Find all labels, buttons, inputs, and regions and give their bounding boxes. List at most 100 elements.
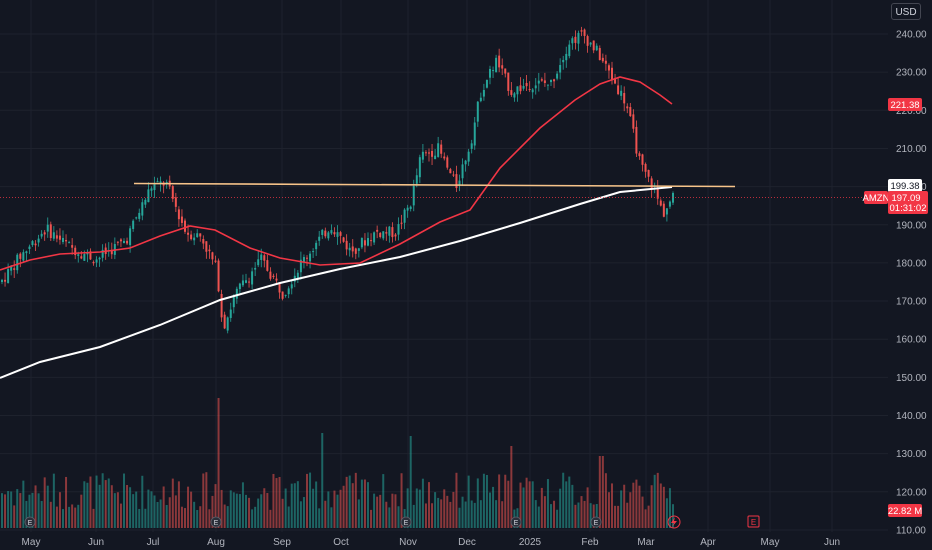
volume-bar: [461, 496, 464, 528]
volume-bar: [119, 503, 122, 528]
candle: [559, 65, 562, 73]
candle: [644, 163, 647, 172]
candle: [586, 36, 589, 46]
candle: [10, 266, 13, 271]
volume-bar: [31, 492, 34, 528]
candle: [119, 239, 122, 242]
candle: [287, 288, 290, 295]
volume-bar: [171, 478, 174, 528]
volume-bar: [363, 479, 366, 528]
earnings-marker[interactable]: [24, 516, 36, 528]
volume-bar: [83, 481, 86, 528]
volume-bar: [437, 497, 440, 528]
candle: [635, 126, 638, 154]
volume-bar: [68, 506, 71, 528]
volume-bar: [501, 501, 504, 528]
earnings-marker[interactable]: [590, 516, 602, 528]
candle: [482, 90, 485, 97]
earnings-upcoming-icon[interactable]: E: [747, 515, 760, 528]
candle: [226, 317, 229, 331]
candle: [302, 257, 305, 262]
earnings-marker-label: E: [514, 520, 519, 527]
volume-bar: [638, 485, 641, 528]
volume-bar: [632, 482, 635, 528]
volume-bar: [537, 506, 540, 528]
time-axis[interactable]: May Jun Jul Aug Sep Oct Nov Dec 2025 Feb Mar Apr May…: [22, 537, 841, 548]
volume-bar: [565, 481, 568, 528]
volume-bar: [16, 489, 19, 528]
volume-bar: [150, 491, 153, 528]
volume-bar: [74, 507, 77, 528]
candle: [449, 169, 452, 174]
volume-bar: [86, 482, 89, 528]
candle: [92, 261, 95, 264]
lightning-icon[interactable]: [667, 515, 681, 529]
candle: [83, 254, 86, 261]
volume-bar: [144, 508, 147, 528]
candle: [620, 90, 623, 96]
candle: [275, 278, 278, 281]
volume-bar: [379, 494, 382, 528]
volume-bar: [644, 509, 647, 528]
volume-bar: [546, 479, 549, 528]
candle: [519, 85, 522, 92]
volume-bar: [540, 487, 543, 528]
candle: [123, 240, 125, 244]
candle: [132, 220, 135, 229]
candle: [19, 253, 22, 259]
candle: [476, 101, 479, 122]
earnings-marker[interactable]: [400, 516, 412, 528]
candle: [461, 164, 464, 179]
volume-bar: [287, 506, 290, 528]
volume-bar: [159, 499, 162, 528]
volume-bar: [123, 473, 125, 528]
volume-bar: [351, 483, 354, 528]
volume-bar: [580, 496, 583, 528]
earnings-marker[interactable]: [210, 516, 222, 528]
volume-bar: [473, 502, 476, 528]
candle: [110, 250, 113, 255]
volume-bar: [626, 502, 629, 528]
candle: [7, 269, 10, 284]
candle: [144, 199, 147, 205]
candle: [241, 280, 244, 286]
volume-bar: [665, 498, 668, 528]
price-tick: 130.00: [896, 449, 927, 460]
candle: [80, 256, 83, 259]
price-tick: 240.00: [896, 30, 927, 41]
volume-bar: [1, 493, 3, 528]
volume-bar: [412, 504, 415, 528]
volume-bar: [455, 472, 458, 528]
candle: [235, 288, 238, 299]
volume-bar: [333, 490, 336, 528]
last-price-label: 197.09: [891, 193, 920, 204]
volume-bar: [220, 489, 223, 528]
volume-bar: [40, 501, 43, 528]
resistance-line[interactable]: [133, 182, 736, 188]
candle: [629, 107, 632, 117]
candle: [580, 30, 583, 32]
volume-bar: [592, 504, 595, 528]
volume-bar: [382, 474, 385, 528]
candle: [116, 241, 119, 243]
currency-button[interactable]: USD: [891, 3, 921, 20]
volume-bar: [345, 476, 348, 528]
candle: [473, 122, 476, 146]
volume-bar: [336, 494, 339, 528]
price-tick: 220.00: [896, 106, 927, 117]
volume-bar: [525, 477, 528, 528]
candle: [177, 209, 180, 220]
candle: [571, 38, 574, 44]
volume-bar: [342, 485, 345, 528]
candle: [665, 208, 668, 215]
volume-bar: [476, 478, 479, 528]
volume-bar: [339, 489, 342, 528]
volume-bar: [653, 474, 656, 528]
candle: [546, 84, 549, 86]
candle: [321, 229, 324, 235]
candle: [452, 174, 455, 176]
candle: [129, 228, 132, 246]
earnings-marker[interactable]: [510, 516, 522, 528]
